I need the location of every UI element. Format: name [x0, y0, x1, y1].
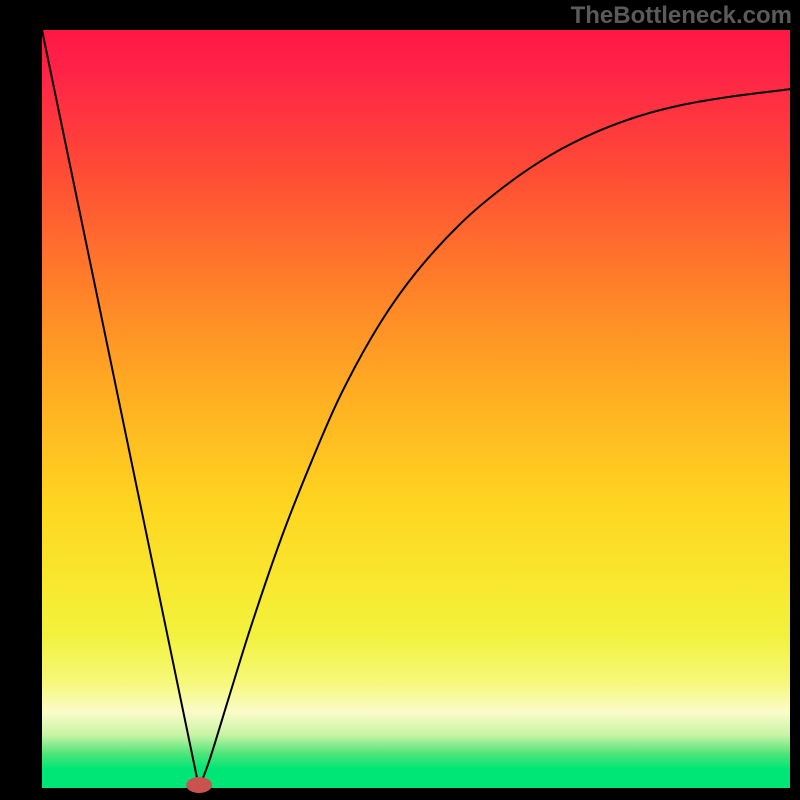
min-point-marker — [186, 777, 212, 793]
plot-background — [42, 30, 790, 788]
frame-bottom — [0, 788, 800, 800]
chart-svg — [0, 0, 800, 800]
frame-right — [790, 0, 800, 800]
frame-left — [0, 0, 42, 800]
chart-container: TheBottleneck.com — [0, 0, 800, 800]
watermark-text: TheBottleneck.com — [571, 2, 792, 30]
